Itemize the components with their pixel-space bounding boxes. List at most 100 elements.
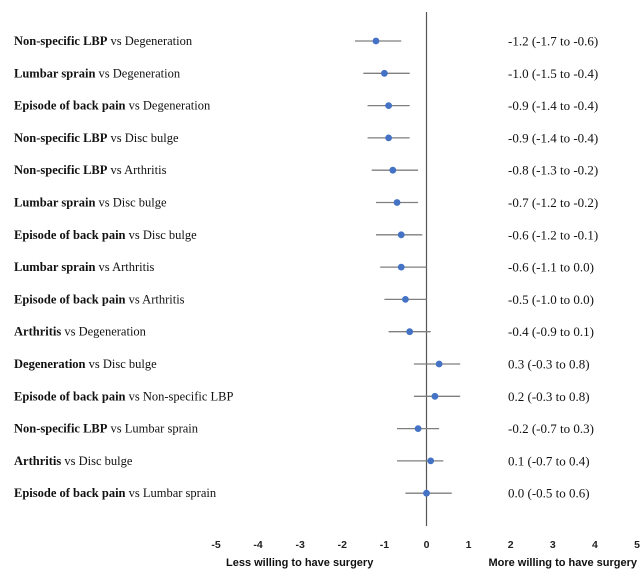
point-estimate [431, 392, 439, 400]
row-label-rest: vs Arthritis [95, 260, 154, 274]
row-label-rest: vs Degeneration [126, 99, 211, 113]
row-label: Arthritis vs Degeneration [14, 325, 147, 339]
row-label-rest: vs Degeneration [61, 325, 146, 339]
row-label-bold: Non-specific LBP [14, 131, 108, 145]
row-label-bold: Episode of back pain [14, 228, 126, 242]
point-estimate [406, 328, 414, 336]
estimate-text: -0.8 (-1.3 to -0.2) [508, 163, 598, 178]
forest-row: Episode of back pain vs Disc bulge -0.6 (… [14, 227, 598, 242]
left-direction-label: Less willing to have surgery [226, 557, 374, 569]
row-label-rest: vs Arthritis [107, 163, 166, 177]
point-estimate [393, 199, 401, 206]
estimate-text: 0.3 (-0.3 to 0.8) [508, 357, 590, 372]
x-tick-label: 5 [634, 539, 640, 551]
forest-row: Episode of back pain vs Arthritis -0.5 (-… [14, 292, 594, 307]
forest-row: Non-specific LBP vs Arthritis -0.8 (-1.3 … [14, 163, 598, 178]
row-label-rest: vs Degeneration [95, 66, 180, 80]
row-label: Lumbar sprain vs Disc bulge [14, 196, 167, 210]
row-label-rest: vs Lumbar sprain [126, 486, 217, 500]
estimate-text: -0.7 (-1.2 to -0.2) [508, 195, 598, 210]
estimate-text: 0.1 (-0.7 to 0.4) [508, 453, 590, 468]
point-estimate [414, 425, 422, 432]
estimate-text: -1.2 (-1.7 to -0.6) [508, 34, 598, 49]
row-label-bold: Episode of back pain [14, 99, 126, 113]
estimate-text: -0.2 (-0.7 to 0.3) [508, 421, 594, 436]
forest-row: Arthritis vs Degeneration -0.4 (-0.9 to 0… [14, 324, 594, 339]
point-estimate [402, 296, 409, 303]
row-label: Non-specific LBP vs Lumbar sprain [14, 422, 199, 436]
row-label-bold: Arthritis [14, 454, 61, 468]
row-label-bold: Episode of back pain [14, 486, 126, 500]
forest-row: Episode of back pain vs Degeneration -0.9… [14, 98, 598, 113]
estimate-text: 0.2 (-0.3 to 0.8) [508, 389, 590, 404]
forest-row: Lumbar sprain vs Degeneration -1.0 (-1.5 … [14, 66, 598, 81]
row-label-rest: vs Lumbar sprain [107, 422, 198, 436]
forest-row: Arthritis vs Disc bulge 0.1 (-0.7 to 0.4) [14, 453, 590, 468]
row-label-rest: vs Disc bulge [95, 196, 167, 210]
row-label: Episode of back pain vs Lumbar sprain [14, 486, 217, 500]
forest-row: Non-specific LBP vs Disc bulge -0.9 (-1.4… [14, 130, 598, 145]
point-estimate [427, 457, 435, 465]
right-direction-label: More willing to have surgery [488, 557, 637, 569]
row-label: Non-specific LBP vs Disc bulge [14, 131, 179, 145]
row-label-bold: Lumbar sprain [14, 66, 95, 80]
x-tick-label: -1 [380, 539, 389, 551]
point-estimate [381, 69, 388, 77]
forest-row: Lumbar sprain vs Disc bulge -0.7 (-1.2 to… [14, 195, 598, 210]
row-label-bold: Non-specific LBP [14, 422, 108, 436]
point-estimate [435, 360, 443, 368]
row-label-rest: vs Non-specific LBP [126, 389, 234, 403]
row-label-rest: vs Disc bulge [61, 454, 133, 468]
point-estimate [397, 231, 405, 239]
row-label-bold: Lumbar sprain [14, 260, 95, 274]
row-label: Lumbar sprain vs Degeneration [14, 66, 181, 80]
row-label-bold: Episode of back pain [14, 389, 126, 403]
estimate-text: -0.9 (-1.4 to -0.4) [508, 98, 598, 113]
forest-row: Episode of back pain vs Lumbar sprain 0.0… [14, 486, 590, 501]
point-estimate [389, 166, 397, 174]
row-label: Episode of back pain vs Disc bulge [14, 228, 197, 242]
x-tick-label: 4 [592, 539, 598, 551]
row-label-rest: vs Disc bulge [86, 357, 158, 371]
row-label-rest: vs Disc bulge [107, 131, 179, 145]
row-label: Arthritis vs Disc bulge [14, 454, 133, 468]
row-label: Degeneration vs Disc bulge [14, 357, 157, 371]
row-label: Episode of back pain vs Non-specific LBP [14, 389, 234, 403]
forest-row: Lumbar sprain vs Arthritis -0.6 (-1.1 to … [14, 260, 594, 275]
row-label-bold: Lumbar sprain [14, 196, 95, 210]
estimate-text: -1.0 (-1.5 to -0.4) [508, 66, 598, 81]
estimate-text: 0.0 (-0.5 to 0.6) [508, 486, 590, 501]
row-label-bold: Episode of back pain [14, 292, 126, 306]
estimate-text: -0.6 (-1.2 to -0.1) [508, 227, 598, 242]
forest-row: Episode of back pain vs Non-specific LBP… [14, 389, 590, 404]
row-label: Non-specific LBP vs Arthritis [14, 163, 167, 177]
row-label: Episode of back pain vs Arthritis [14, 292, 185, 306]
row-label-bold: Non-specific LBP [14, 163, 108, 177]
row-label-rest: vs Degeneration [107, 34, 192, 48]
row-label-bold: Degeneration [14, 357, 86, 371]
row-label-bold: Non-specific LBP [14, 34, 108, 48]
estimate-text: -0.5 (-1.0 to 0.0) [508, 292, 594, 307]
x-tick-label: 1 [466, 539, 472, 551]
row-label: Episode of back pain vs Degeneration [14, 99, 211, 113]
point-estimate [385, 134, 393, 142]
row-label-bold: Arthritis [14, 325, 61, 339]
estimate-text: -0.6 (-1.1 to 0.0) [508, 260, 594, 275]
estimate-text: -0.4 (-0.9 to 0.1) [508, 324, 594, 339]
row-label: Lumbar sprain vs Arthritis [14, 260, 155, 274]
point-estimate [397, 263, 405, 271]
estimate-text: -0.9 (-1.4 to -0.4) [508, 130, 598, 145]
x-tick-label: 2 [508, 539, 514, 551]
x-axis: -5 -4 -3 -2 -1 0 1 2 3 4 5 [211, 539, 640, 551]
x-tick-label: 3 [550, 539, 556, 551]
row-label: Non-specific LBP vs Degeneration [14, 34, 193, 48]
row-label-rest: vs Arthritis [126, 292, 185, 306]
forest-row: Degeneration vs Disc bulge 0.3 (-0.3 to 0… [14, 357, 590, 372]
forest-row: Non-specific LBP vs Degeneration -1.2 (-1… [14, 34, 598, 49]
row-label-rest: vs Disc bulge [126, 228, 198, 242]
x-tick-label: -4 [253, 539, 262, 551]
x-tick-label: -3 [296, 539, 305, 551]
forest-row: Non-specific LBP vs Lumbar sprain -0.2 (-… [14, 421, 594, 436]
x-tick-label: -2 [338, 539, 347, 551]
